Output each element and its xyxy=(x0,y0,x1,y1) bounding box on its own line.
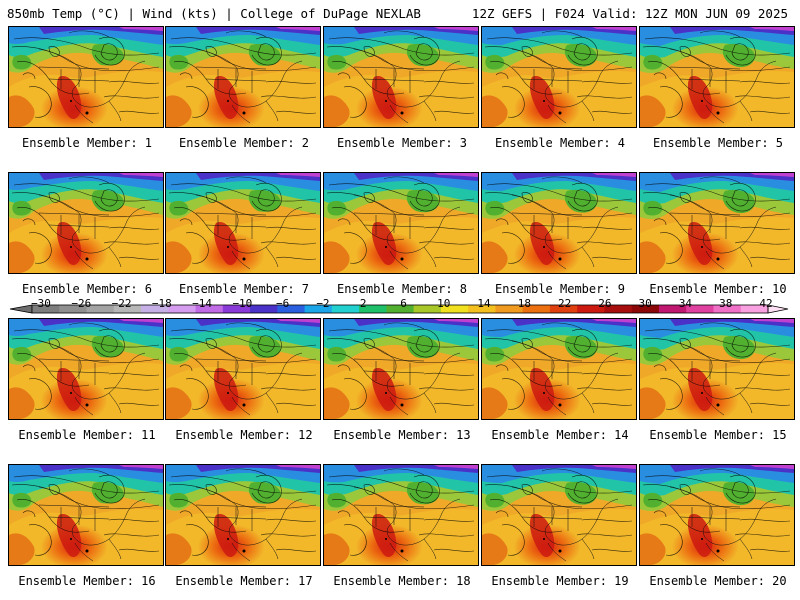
header-title: 850mb Temp (°C) | Wind (kts) | College o… xyxy=(7,6,421,21)
ensemble-member-label: Ensemble Member: 15 xyxy=(649,428,787,442)
colorbar-tick-label: −2 xyxy=(316,297,330,310)
ensemble-member-label: Ensemble Member: 8 xyxy=(336,282,468,296)
ensemble-member-label: Ensemble Member: 9 xyxy=(494,282,626,296)
ensemble-member-map xyxy=(165,172,321,274)
ensemble-member-map xyxy=(481,26,637,128)
colorbar-segment xyxy=(549,305,578,313)
ensemble-member-label: Ensemble Member: 18 xyxy=(333,574,471,588)
colorbar-tick-label: −26 xyxy=(71,297,92,310)
colorbar-tick-label: 18 xyxy=(517,297,531,310)
colorbar-tick-label: −30 xyxy=(31,297,51,310)
colorbar-segment xyxy=(168,305,197,313)
colorbar-segment xyxy=(386,305,415,313)
ensemble-member-label: Ensemble Member: 16 xyxy=(18,574,156,588)
colorbar-tick-label: −22 xyxy=(111,297,132,310)
ensemble-member-label: Ensemble Member: 17 xyxy=(175,574,313,588)
colorbar-segment xyxy=(522,305,551,313)
colorbar-segment xyxy=(59,305,88,313)
colorbar-tick-label: 30 xyxy=(638,297,652,310)
ensemble-member-map xyxy=(8,464,164,566)
ensemble-member-map xyxy=(639,172,795,274)
colorbar-tick-label: 42 xyxy=(759,297,773,310)
ensemble-member-map xyxy=(323,26,479,128)
ensemble-member-map xyxy=(639,318,795,420)
ensemble-member-map xyxy=(165,464,321,566)
ensemble-member-label: Ensemble Member: 10 xyxy=(649,282,787,296)
colorbar-tick-label: −10 xyxy=(232,297,253,310)
colorbar-tick-label: −18 xyxy=(151,297,172,310)
colorbar-tick-label: 26 xyxy=(598,297,612,310)
colorbar-segment xyxy=(631,305,660,313)
colorbar-segment xyxy=(440,305,469,313)
colorbar-segment xyxy=(331,305,360,313)
ensemble-member-label: Ensemble Member: 11 xyxy=(18,428,156,442)
ensemble-member-map xyxy=(481,172,637,274)
colorbar-segment xyxy=(413,305,442,313)
ensemble-member-map xyxy=(323,172,479,274)
colorbar-segment xyxy=(495,305,524,313)
ensemble-member-map xyxy=(323,464,479,566)
colorbar-segment xyxy=(359,305,387,313)
colorbar-segment xyxy=(658,305,687,313)
ensemble-member-map xyxy=(165,26,321,128)
header-valid-time: 12Z GEFS | F024 Valid: 12Z MON JUN 09 20… xyxy=(471,6,788,21)
ensemble-member-map xyxy=(481,464,637,566)
colorbar-segment xyxy=(86,305,115,313)
colorbar-tick-label: 6 xyxy=(400,297,407,310)
ensemble-member-label: Ensemble Member: 20 xyxy=(649,574,787,588)
ensemble-member-label: Ensemble Member: 5 xyxy=(652,136,784,150)
ensemble-member-label: Ensemble Member: 12 xyxy=(175,428,313,442)
ensemble-member-map xyxy=(639,26,795,128)
colorbar-tick-label: 38 xyxy=(719,297,733,310)
colorbar-segment xyxy=(222,305,251,313)
colorbar-tick-label: 10 xyxy=(437,297,451,310)
ensemble-member-map xyxy=(8,172,164,274)
ensemble-member-map xyxy=(8,26,164,128)
ensemble-member-label: Ensemble Member: 13 xyxy=(333,428,471,442)
colorbar-segment xyxy=(113,305,142,313)
ensemble-member-map xyxy=(323,318,479,420)
ensemble-member-map xyxy=(165,318,321,420)
colorbar-segment xyxy=(713,305,742,313)
ensemble-member-label: Ensemble Member: 7 xyxy=(178,282,310,296)
colorbar-segment xyxy=(304,305,333,313)
ensemble-member-map xyxy=(639,464,795,566)
colorbar-tick-label: 14 xyxy=(477,297,491,310)
colorbar-segment xyxy=(32,305,60,313)
ensemble-member-label: Ensemble Member: 4 xyxy=(494,136,626,150)
colorbar-segment xyxy=(686,305,714,313)
ensemble-member-label: Ensemble Member: 2 xyxy=(178,136,310,150)
colorbar-segment xyxy=(577,305,605,313)
colorbar-tick-label: −6 xyxy=(276,297,290,310)
colorbar-tick-label: 34 xyxy=(678,297,693,310)
ensemble-member-map xyxy=(8,318,164,420)
ensemble-member-label: Ensemble Member: 19 xyxy=(491,574,629,588)
ensemble-member-label: Ensemble Member: 6 xyxy=(21,282,153,296)
colorbar-tick-label: 22 xyxy=(557,297,572,310)
temperature-colorbar xyxy=(9,304,789,314)
ensemble-member-map xyxy=(481,318,637,420)
colorbar-segment xyxy=(740,305,769,313)
colorbar-segment xyxy=(195,305,224,313)
ensemble-member-label: Ensemble Member: 14 xyxy=(491,428,629,442)
colorbar-segment xyxy=(468,305,496,313)
colorbar-segment xyxy=(277,305,306,313)
colorbar-tick-label: 2 xyxy=(359,297,367,310)
colorbar-segment xyxy=(141,305,169,313)
ensemble-member-label: Ensemble Member: 3 xyxy=(336,136,468,150)
ensemble-member-label: Ensemble Member: 1 xyxy=(21,136,153,150)
colorbar-segment xyxy=(604,305,633,313)
colorbar-tick-label: −14 xyxy=(192,297,213,310)
colorbar-segment xyxy=(250,305,278,313)
